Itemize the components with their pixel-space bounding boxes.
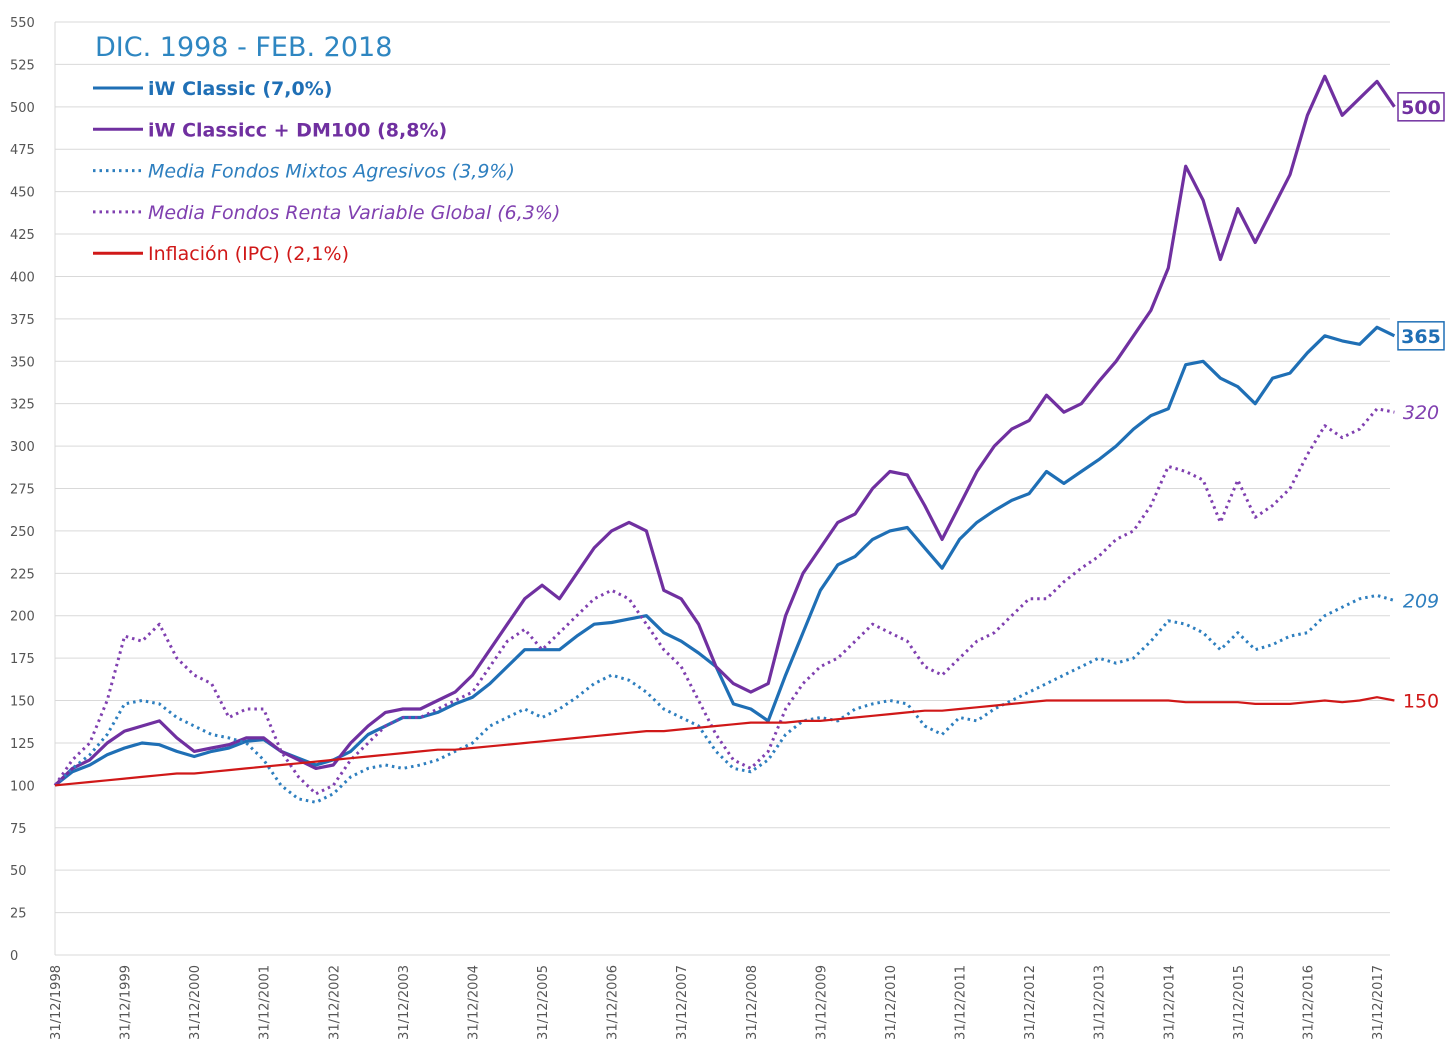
legend-label: Media Fondos Renta Variable Global (6,3%… <box>148 202 560 224</box>
end-label: 500 <box>1401 97 1441 119</box>
legend-label: iW Classic (7,0%) <box>148 78 332 100</box>
y-tick-label: 375 <box>10 313 35 328</box>
chart-title: DIC. 1998 - FEB. 2018 <box>95 32 392 63</box>
y-tick-label: 475 <box>10 143 35 158</box>
x-tick-label: 31/12/2017 <box>1371 965 1386 1040</box>
x-tick-label: 31/12/2001 <box>258 965 273 1040</box>
x-tick-label: 31/12/2000 <box>188 965 203 1040</box>
y-tick-label: 125 <box>10 737 35 752</box>
y-tick-label: 150 <box>10 695 35 710</box>
x-tick-label: 31/12/2015 <box>1232 965 1247 1040</box>
y-tick-label: 500 <box>10 101 35 116</box>
end-label-box <box>1397 321 1445 351</box>
x-tick-label: 31/12/2005 <box>536 965 551 1040</box>
end-label-box <box>1397 92 1445 122</box>
x-tick-label: 31/12/2003 <box>397 965 412 1040</box>
series-line <box>53 74 1396 787</box>
y-tick-label: 525 <box>10 58 35 73</box>
end-label: 150 <box>1403 691 1439 713</box>
legend-label: Inflación (IPC) (2,1%) <box>148 243 349 265</box>
y-tick-label: 450 <box>10 186 35 201</box>
y-tick-label: 175 <box>10 652 35 667</box>
end-label: 365 <box>1401 326 1441 348</box>
x-tick-label: 31/12/2002 <box>327 965 342 1040</box>
end-label: 320 <box>1403 402 1439 424</box>
y-tick-label: 100 <box>10 779 35 794</box>
y-tick-label: 400 <box>10 270 35 285</box>
x-tick-label: 31/12/2009 <box>814 965 829 1040</box>
x-tick-label: 31/12/2007 <box>675 965 690 1040</box>
x-tick-label: 31/12/2013 <box>1093 965 1108 1040</box>
x-tick-label: 31/12/2006 <box>606 965 621 1040</box>
y-tick-label: 0 <box>10 949 18 964</box>
y-tick-label: 350 <box>10 355 35 370</box>
y-tick-label: 75 <box>10 822 27 837</box>
y-tick-label: 300 <box>10 440 35 455</box>
y-tick-label: 250 <box>10 525 35 540</box>
x-tick-label: 31/12/1999 <box>119 965 134 1040</box>
end-label: 209 <box>1403 590 1439 612</box>
x-tick-label: 31/12/2011 <box>954 965 969 1040</box>
y-tick-label: 325 <box>10 398 35 413</box>
y-tick-label: 25 <box>10 907 27 922</box>
x-tick-label: 31/12/2012 <box>1023 965 1038 1040</box>
y-tick-label: 225 <box>10 567 35 582</box>
x-tick-label: 31/12/1998 <box>49 965 64 1040</box>
y-tick-label: 200 <box>10 610 35 625</box>
y-tick-label: 425 <box>10 228 35 243</box>
x-tick-label: 31/12/2008 <box>745 965 760 1040</box>
x-tick-label: 31/12/2010 <box>884 965 899 1040</box>
legend-label: Media Fondos Mixtos Agresivos (3,9%) <box>148 161 515 183</box>
series-line <box>54 696 1395 787</box>
x-tick-label: 31/12/2016 <box>1301 965 1316 1040</box>
x-tick-label: 31/12/2014 <box>1162 965 1177 1040</box>
y-tick-label: 50 <box>10 864 27 879</box>
y-tick-label: 550 <box>10 16 35 31</box>
x-tick-label: 31/12/2004 <box>466 965 481 1040</box>
series-line <box>53 407 1395 796</box>
y-tick-label: 275 <box>10 483 35 498</box>
legend-label: iW Classicc + DM100 (8,8%) <box>148 119 447 141</box>
